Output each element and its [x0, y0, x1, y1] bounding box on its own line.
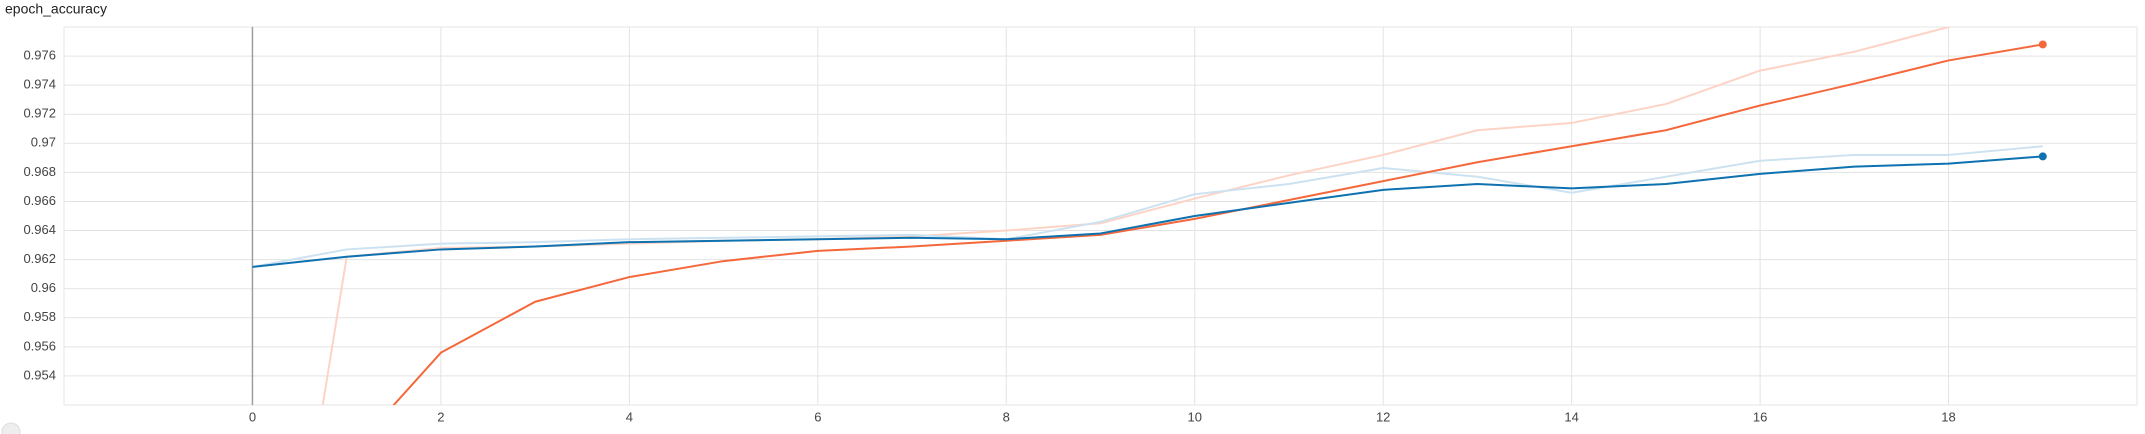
series-line	[321, 27, 1953, 405]
y-tick-label: 0.974	[23, 77, 56, 92]
plot-area	[252, 27, 2047, 405]
x-tick-label: 8	[1003, 409, 1010, 424]
x-tick-label: 10	[1187, 409, 1201, 424]
settings-icon[interactable]	[1, 422, 21, 434]
series-line	[252, 145, 2043, 268]
x-tick-label: 0	[249, 409, 256, 424]
series-line	[392, 43, 2043, 405]
grid	[64, 27, 2137, 405]
end-marker	[2038, 152, 2047, 161]
y-tick-label: 0.976	[23, 48, 56, 63]
y-tick-label: 0.968	[23, 164, 56, 179]
x-tick-label: 16	[1753, 409, 1767, 424]
y-tick-label: 0.972	[23, 106, 56, 121]
y-tick-label: 0.97	[31, 135, 56, 150]
x-tick-label: 14	[1564, 409, 1578, 424]
y-tick-label: 0.966	[23, 193, 56, 208]
x-tick-label: 12	[1376, 409, 1390, 424]
chart-title: epoch_accuracy	[5, 1, 107, 17]
x-tick-label: 2	[437, 409, 444, 424]
y-tick-label: 0.964	[23, 222, 56, 237]
y-tick-label: 0.954	[23, 367, 56, 382]
x-tick-label: 18	[1941, 409, 1955, 424]
y-tick-label: 0.96	[31, 280, 56, 295]
end-marker	[2038, 40, 2047, 49]
y-tick-label: 0.958	[23, 309, 56, 324]
y-tick-label: 0.956	[23, 338, 56, 353]
x-tick-label: 4	[626, 409, 633, 424]
series-line	[252, 155, 2043, 268]
x-tick-label: 6	[814, 409, 821, 424]
plot-frame	[63, 26, 2138, 406]
y-tick-label: 0.962	[23, 251, 56, 266]
